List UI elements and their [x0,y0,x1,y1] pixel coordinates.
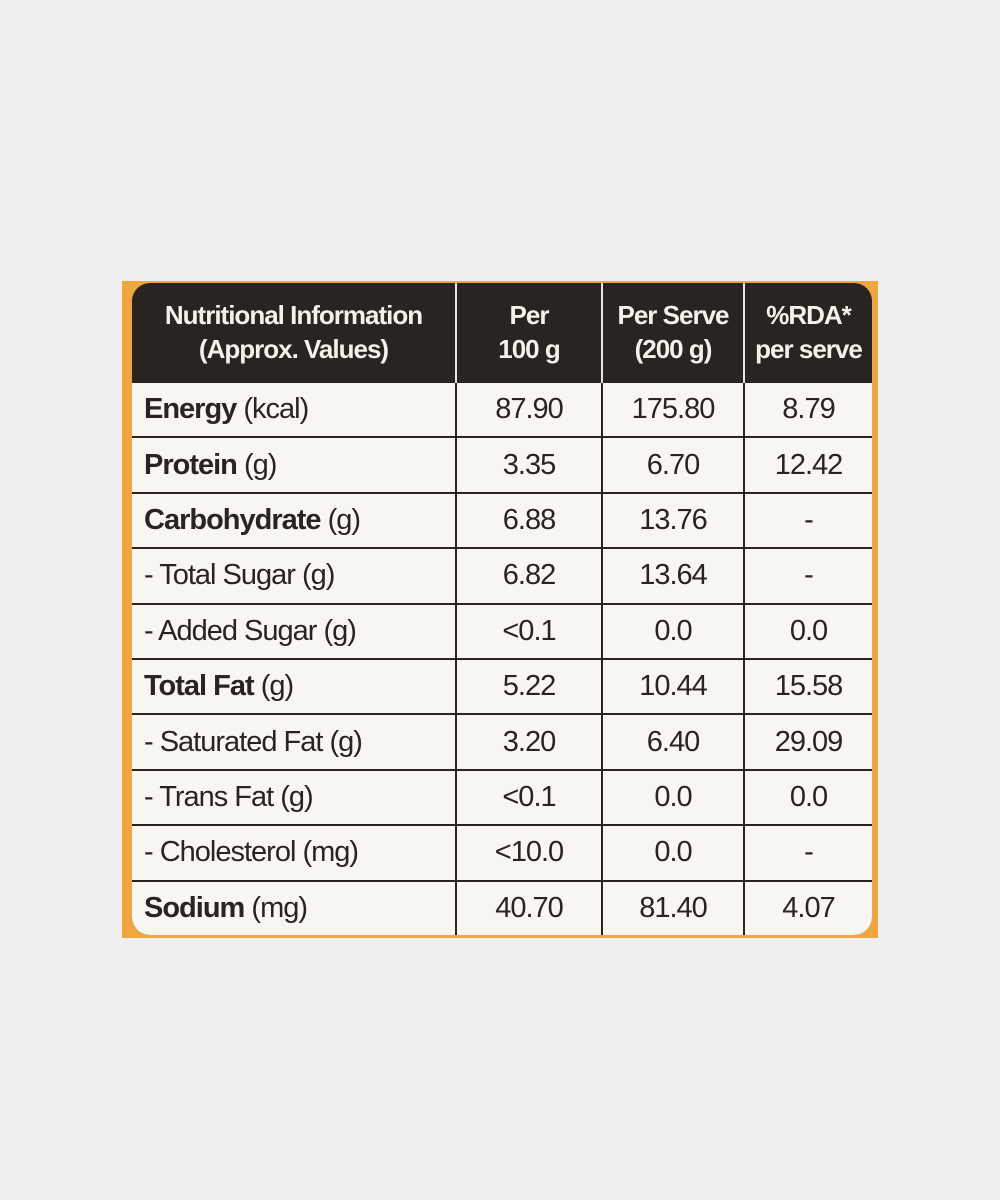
nutrient-name: - Added Sugar [144,614,317,647]
nutrient-value: 13.64 [601,547,744,604]
nutrient-value: 6.70 [601,436,744,493]
nutrient-value: 40.70 [455,879,602,935]
nutrient-label: Protein (g) [132,436,456,493]
header-cell: Per 100 g [455,283,602,382]
nutrient-name: - Trans Fat [144,780,274,813]
nutrient-unit: (g) [301,559,335,592]
nutrient-value: 8.79 [743,380,872,438]
nutrient-value: 4.07 [743,879,872,935]
nutrient-value: 81.40 [601,879,744,935]
nutrient-value: 175.80 [601,380,744,438]
nutrient-row: - Total Sugar (g) 6.82 13.64- [132,547,872,604]
nutrient-name: Energy [144,393,237,426]
header-cell: %RDA* per serve [743,283,872,382]
nutrient-value: 0.0 [743,768,872,826]
nutrient-value: 3.35 [455,436,602,493]
header-line: Per [509,300,550,330]
nutrient-row: Protein (g) 3.35 6.70 12.42 [132,436,872,493]
nutrient-value: 0.0 [601,602,744,659]
header-cell: Per Serve (200 g) [601,283,744,382]
nutrient-row: - Added Sugar (g) <0.1 0.0 0.0 [132,602,872,659]
nutrient-name: Carbohydrate [144,503,322,536]
nutrient-value: 10.44 [601,657,744,715]
header-line: %RDA* [766,300,852,330]
nutrient-value: 3.20 [455,713,602,770]
nutrient-value: 13.76 [601,491,744,549]
header-row: Nutritional Information (Approx. Values) P… [132,283,872,382]
nutrient-value: 5.22 [455,657,602,715]
header-line: (200 g) [634,334,713,364]
nutrient-label: - Trans Fat (g) [132,768,456,826]
nutrient-value: <0.1 [455,602,602,659]
nutrient-label: Energy (kcal) [132,380,456,438]
table-body: Energy (kcal) 87.90 175.80 8.79 Protein (g) 3… [132,380,872,935]
header-line: per serve [755,334,863,364]
nutrient-value: 15.58 [743,657,872,715]
nutrient-row: - Cholesterol (mg) <10.0 0.0- [132,824,872,881]
nutrient-label: - Added Sugar (g) [132,602,456,659]
nutrient-unit: (g) [260,670,294,703]
nutrient-value: - [743,491,872,549]
nutrition-table: Nutritional Information (Approx. Values) P… [132,283,872,935]
nutrient-unit: (kcal) [243,393,309,426]
nutrient-label: - Total Sugar (g) [132,547,456,604]
nutrient-row: Total Fat (g) 5.22 10.44 15.58 [132,657,872,715]
nutrient-unit: (g) [280,780,313,813]
header-line: Nutritional Information [164,300,423,330]
nutrient-unit: (mg) [302,836,359,869]
header-line: 100 g [498,334,561,364]
nutrient-value: 0.0 [601,768,744,826]
nutrient-row: - Saturated Fat (g) 3.20 6.40 29.09 [132,713,872,770]
nutrient-name: Total Fat [144,670,255,703]
nutrient-value: 0.0 [601,824,744,881]
nutrient-unit: (g) [323,614,356,647]
nutrient-label: Carbohydrate (g) [132,491,456,549]
nutrient-value: 12.42 [743,436,872,493]
nutrient-name: - Saturated Fat [144,725,323,758]
header-line: (Approx. Values) [198,334,389,364]
nutrient-row: - Trans Fat (g) <0.1 0.0 0.0 [132,768,872,826]
nutrient-label: Total Fat (g) [132,657,456,715]
nutrient-value: 87.90 [455,380,602,438]
nutrient-value: 6.82 [455,547,602,604]
nutrient-name: Protein [144,448,238,481]
nutrient-name: Sodium [144,891,245,924]
nutrient-value: - [743,824,872,881]
nutrient-unit: (g) [243,448,277,481]
nutrient-value: - [743,547,872,604]
header-cell: Nutritional Information (Approx. Values) [132,283,456,382]
nutrient-row: Carbohydrate (g) 6.88 13.76- [132,491,872,549]
nutrient-unit: (g) [327,503,361,536]
nutrient-name: - Cholesterol [144,836,296,869]
nutrient-name: - Total Sugar [144,559,296,592]
label-background: Nutritional Information (Approx. Values) P… [122,281,878,938]
nutrient-value: <0.1 [455,768,602,826]
nutrient-label: Sodium (mg) [132,879,456,935]
nutrient-unit: (mg) [251,891,308,924]
nutrient-value: 6.88 [455,491,602,549]
nutrient-value: 0.0 [743,602,872,659]
nutrient-label: - Cholesterol (mg) [132,824,456,881]
nutrition-label: Nutritional Information (Approx. Values) P… [132,283,872,935]
nutrient-value: 29.09 [743,713,872,770]
nutrient-row: Energy (kcal) 87.90 175.80 8.79 [132,380,872,438]
nutrient-row: Sodium (mg) 40.70 81.40 4.07 [132,879,872,935]
nutrient-value: 6.40 [601,713,744,770]
nutrient-value: <10.0 [455,824,602,881]
header-line: Per Serve [617,300,730,330]
nutrient-label: - Saturated Fat (g) [132,713,456,770]
nutrient-unit: (g) [329,725,363,758]
